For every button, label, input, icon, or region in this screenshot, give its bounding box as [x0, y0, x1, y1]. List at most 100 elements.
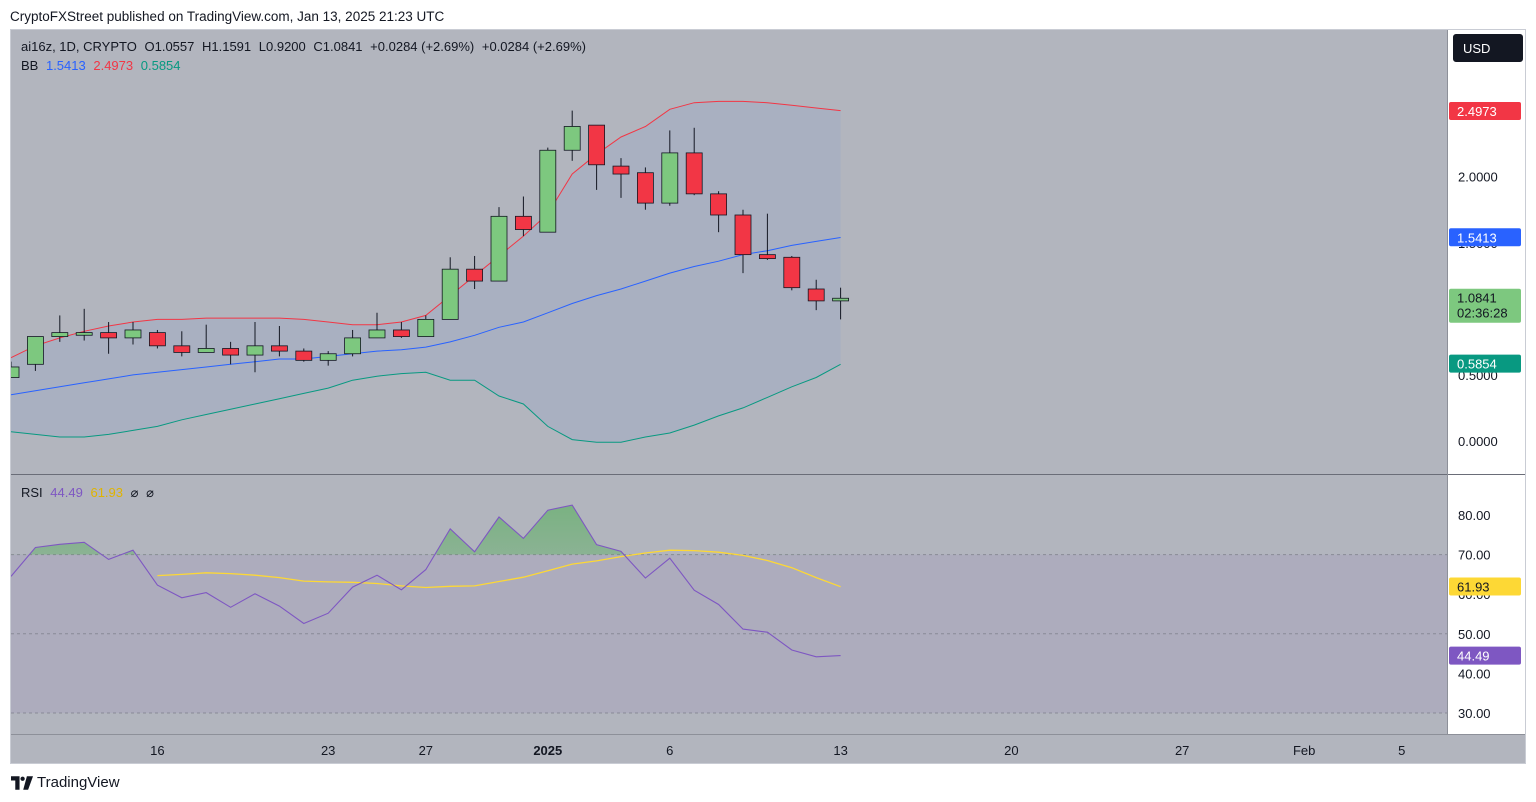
candle[interactable] [563, 110, 581, 161]
rsi-axis-tick: 30.00 [1458, 706, 1491, 721]
candle[interactable] [124, 322, 142, 345]
candle-body [807, 288, 825, 302]
time-axis-tick: 27 [1175, 743, 1189, 758]
candle[interactable] [26, 336, 44, 371]
rsi-pane[interactable] [11, 475, 1447, 734]
bb-upper-badge-text: 2.4973 [1457, 104, 1497, 119]
candle-body [75, 332, 93, 336]
candle[interactable] [783, 255, 801, 291]
candle[interactable] [246, 322, 264, 373]
bb-legend[interactable]: BB 1.5413 2.4973 0.5854 [21, 58, 185, 73]
bb-basis-value: 1.5413 [45, 58, 86, 73]
candle[interactable] [514, 196, 532, 237]
change-value: +0.0284 (+2.69%) [370, 39, 475, 54]
candle-body [246, 345, 264, 356]
candle[interactable] [222, 341, 240, 365]
candle-body [637, 172, 654, 204]
rsi-badge-text: 44.49 [1457, 649, 1490, 664]
rsi-ma-badge[interactable]: 61.93 [1449, 577, 1521, 596]
candle[interactable] [466, 255, 484, 289]
last-price-badge-text: 1.0841 [1457, 291, 1497, 306]
candle[interactable] [344, 329, 362, 357]
rsi-ma-legend-value: 61.93 [90, 485, 124, 500]
bb-lower-line [11, 363, 841, 443]
candle[interactable] [100, 322, 117, 354]
candle-body [51, 332, 69, 337]
candle-body [514, 215, 532, 230]
rsi-ma-line [157, 549, 841, 589]
candle[interactable] [710, 191, 727, 233]
candle[interactable] [319, 351, 337, 366]
time-axis-tick: 13 [833, 743, 847, 758]
candle-body [173, 345, 191, 353]
time-axis-tick: 2025 [533, 743, 562, 758]
bb-basis-badge[interactable]: 1.5413 [1449, 228, 1521, 247]
candle[interactable] [51, 315, 69, 342]
candle-body [710, 193, 727, 216]
bb-lower-badge-bg [1449, 354, 1521, 373]
candle[interactable] [490, 207, 508, 282]
candle-body [197, 348, 215, 353]
candle[interactable] [173, 331, 191, 357]
candle-body [124, 329, 142, 339]
bb-lower-badge[interactable]: 0.5854 [1449, 354, 1521, 373]
candle[interactable] [661, 130, 679, 206]
price-axis-tick: 2.0000 [1458, 170, 1498, 185]
brand-name: TradingView [37, 774, 120, 791]
candle-body [148, 332, 166, 347]
rsi-extra-2: ⌀ [146, 485, 154, 500]
bb-upper-badge[interactable]: 2.4973 [1449, 101, 1521, 120]
candle-body [734, 214, 752, 256]
candle[interactable] [588, 124, 605, 190]
tradingview-logo-icon [11, 775, 33, 790]
bb-band-fill [11, 101, 841, 443]
candle[interactable] [11, 361, 20, 378]
candle[interactable] [197, 324, 215, 353]
price-pane-background [11, 30, 1447, 474]
rsi-badge[interactable]: 44.49 [1449, 646, 1521, 665]
candle-body [466, 268, 484, 282]
candle[interactable] [270, 326, 288, 357]
candle[interactable] [148, 329, 166, 349]
candle[interactable] [441, 257, 459, 320]
rsi-extra-1: ⌀ [130, 485, 139, 500]
tradingview-brand[interactable]: TradingView [11, 774, 120, 791]
rsi-axis-tick: 50.00 [1458, 627, 1491, 642]
symbol-legend[interactable]: ai16z, 1D, CRYPTO O1.0557 H1.1591 L0.920… [21, 39, 590, 54]
candle[interactable] [734, 209, 752, 274]
candle-body [368, 329, 386, 339]
candle[interactable] [832, 287, 849, 320]
candle[interactable] [612, 158, 630, 198]
time-axis-tick: 6 [666, 743, 673, 758]
price-pane[interactable] [11, 30, 1447, 474]
bb-lower-value: 0.5854 [140, 58, 181, 73]
bb-label: BB [21, 58, 39, 73]
candle[interactable] [685, 127, 703, 196]
candle[interactable] [392, 322, 410, 338]
candle[interactable] [539, 147, 557, 233]
low-value: L0.9200 [258, 39, 306, 54]
candle[interactable] [807, 279, 825, 311]
time-axis[interactable]: 16 23 27 2025 6 13 20 27 Feb 5 [11, 735, 1526, 764]
candle-body [588, 124, 605, 166]
time-axis-tick: 23 [321, 743, 335, 758]
candle[interactable] [75, 308, 93, 341]
price-axis-background [1447, 30, 1525, 734]
candle[interactable] [368, 312, 386, 339]
candle-body [295, 350, 313, 361]
currency-button[interactable]: USD [1452, 33, 1524, 63]
candle[interactable] [417, 315, 435, 337]
candle[interactable] [759, 213, 776, 260]
candle-body [832, 297, 849, 302]
candle[interactable] [637, 167, 654, 210]
candle-body [441, 268, 459, 320]
candle-body [759, 254, 776, 260]
rsi-ma-badge-text: 61.93 [1457, 580, 1490, 595]
candle-body [270, 345, 288, 352]
change-value-2: +0.0284 (+2.69%) [481, 39, 586, 54]
candle[interactable] [295, 348, 313, 362]
rsi-legend[interactable]: RSI 44.49 61.93 ⌀ ⌀ [21, 485, 158, 501]
